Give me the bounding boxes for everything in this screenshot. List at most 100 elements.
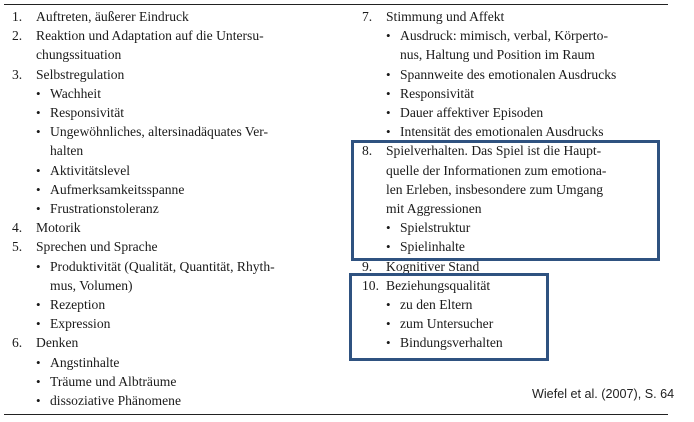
sub-item-text: Angstinhalte: [50, 354, 120, 370]
sub-item: • Träume und Albträume: [12, 372, 342, 391]
list-item-7: 7. Stimmung und Affekt: [362, 7, 662, 26]
sub-item-text: Ausdruck: mimisch, verbal, Körperto-: [400, 28, 609, 44]
list-item-8: 8. Spielverhalten. Das Spiel ist die Hau…: [362, 141, 662, 218]
list-item-10: 10. Beziehungsqualität: [362, 276, 662, 295]
top-rule: [4, 4, 668, 5]
sub-item-text: halten: [50, 143, 84, 159]
item-text: mit Aggressionen: [386, 201, 482, 217]
item-text: Spielverhalten. Das Spiel ist die Haupt-: [386, 143, 602, 159]
sub-item-text: Dauer affektiver Episoden: [400, 105, 544, 121]
bullet-icon: •: [386, 85, 391, 101]
item-text: Motorik: [36, 220, 81, 236]
bullet-icon: •: [36, 393, 41, 409]
sub-item: • Ausdruck: mimisch, verbal, Körperto- n…: [362, 26, 662, 64]
bullet-icon: •: [36, 201, 41, 217]
sub-item: • Spielinhalte: [362, 237, 662, 256]
sub-item: • Rezeption: [12, 295, 342, 314]
item-number: 6.: [12, 335, 23, 351]
item-number: 2.: [12, 28, 23, 44]
bullet-icon: •: [386, 239, 391, 255]
sub-item-text: Frustrationstoleranz: [50, 201, 159, 217]
sub-item: • Dauer affektiver Episoden: [362, 103, 662, 122]
bullet-icon: •: [386, 297, 391, 313]
sub-item: • Angstinhalte: [12, 353, 342, 372]
sub-item: • Responsivität: [362, 84, 662, 103]
bullet-icon: •: [386, 316, 391, 332]
sub-item: • Responsivität: [12, 103, 342, 122]
sub-item-text: Expression: [50, 316, 111, 332]
sub-item-text: Spielinhalte: [400, 239, 465, 255]
left-column: 1. Auftreten, äußerer Eindruck 2. Reakti…: [12, 7, 342, 410]
list-item-1: 1. Auftreten, äußerer Eindruck: [12, 7, 342, 26]
item-number: 8.: [362, 143, 373, 159]
sub-item-text: mus, Volumen): [50, 277, 133, 293]
list-item-5: 5. Sprechen und Sprache: [12, 237, 342, 256]
item-number: 1.: [12, 9, 23, 24]
bullet-icon: •: [36, 85, 41, 101]
highlight-box-spielverhalten: [351, 140, 660, 261]
bullet-icon: •: [36, 354, 41, 370]
bullet-icon: •: [36, 162, 41, 178]
item-text: Reaktion und Adaptation auf die Untersu-: [36, 28, 264, 44]
sub-item-text: Responsivität: [400, 85, 475, 101]
sub-item-text: Responsivität: [50, 105, 125, 121]
bullet-icon: •: [386, 124, 391, 140]
list-item-3: 3. Selbstregulation: [12, 65, 342, 84]
sub-item: • Wachheit: [12, 84, 342, 103]
sub-item-text: Bindungsverhalten: [400, 335, 503, 351]
bullet-icon: •: [386, 66, 391, 82]
item-text: Stimmung und Affekt: [386, 9, 505, 24]
sub-item: • Produktivität (Qualität, Quantität, Rh…: [12, 257, 342, 295]
sub-item: • Aufmerksamkeitsspanne: [12, 180, 342, 199]
list-item-2: 2. Reaktion und Adaptation auf die Unter…: [12, 26, 342, 64]
bullet-icon: •: [386, 105, 391, 121]
bullet-icon: •: [386, 335, 391, 351]
item-text: chungssituation: [36, 47, 122, 63]
list-item-4: 4. Motorik: [12, 218, 342, 237]
list-item-6: 6. Denken: [12, 333, 342, 352]
sub-item: • Aktivitätslevel: [12, 161, 342, 180]
sub-item-text: Aktivitätslevel: [50, 162, 131, 178]
item-text: Auftreten, äußerer Eindruck: [36, 9, 189, 24]
item-number: 4.: [12, 220, 23, 236]
sub-item-text: Produktivität (Qualität, Quantität, Rhyt…: [50, 258, 275, 274]
item-number: 7.: [362, 9, 373, 24]
item-text: Denken: [36, 335, 79, 351]
sub-item: • zum Untersucher: [362, 314, 662, 333]
sub-item-text: Spielstruktur: [400, 220, 471, 236]
sub-item: • Expression: [12, 314, 342, 333]
bullet-icon: •: [36, 297, 41, 313]
list-item-9: 9. Kognitiver Stand: [362, 257, 662, 276]
sub-item: • Intensität des emotionalen Ausdrucks: [362, 122, 662, 141]
item-number: 9.: [362, 258, 373, 274]
sub-item-text: Ungewöhnliches, altersinadäquates Ver-: [50, 124, 269, 140]
sub-item: • Ungewöhnliches, altersinadäquates Ver-…: [12, 122, 342, 160]
bullet-icon: •: [36, 105, 41, 121]
bullet-icon: •: [386, 28, 391, 44]
sub-item-text: Intensität des emotionalen Ausdrucks: [400, 124, 604, 140]
item-text: quelle der Informationen zum emotiona-: [386, 162, 607, 178]
item-number: 5.: [12, 239, 23, 255]
highlight-box-beziehungsqualitaet: [349, 273, 549, 361]
bullet-icon: •: [36, 373, 41, 389]
item-text: Kognitiver Stand: [386, 258, 480, 274]
sub-item: • Bindungsverhalten: [362, 333, 662, 352]
item-number: 10.: [362, 277, 379, 293]
bullet-icon: •: [36, 124, 41, 140]
item-number: 3.: [12, 66, 23, 82]
sub-item-text: Wachheit: [50, 85, 101, 101]
bottom-rule: [4, 414, 668, 415]
sub-item-text: zu den Eltern: [400, 297, 473, 313]
sub-item: • dissoziative Phänomene: [12, 391, 342, 410]
sub-item-text: nus, Haltung und Position im Raum: [400, 47, 595, 63]
sub-item-text: Rezeption: [50, 297, 106, 313]
sub-item: • Spannweite des emotionalen Ausdrucks: [362, 65, 662, 84]
bullet-icon: •: [36, 258, 41, 274]
sub-item: • zu den Eltern: [362, 295, 662, 314]
sub-item-text: dissoziative Phänomene: [50, 393, 181, 409]
item-text: Selbstregulation: [36, 66, 125, 82]
bullet-icon: •: [36, 316, 41, 332]
item-text: Beziehungsqualität: [386, 277, 491, 293]
sub-item: • Spielstruktur: [362, 218, 662, 237]
item-text: len Erleben, insbesondere zum Umgang: [386, 181, 604, 197]
